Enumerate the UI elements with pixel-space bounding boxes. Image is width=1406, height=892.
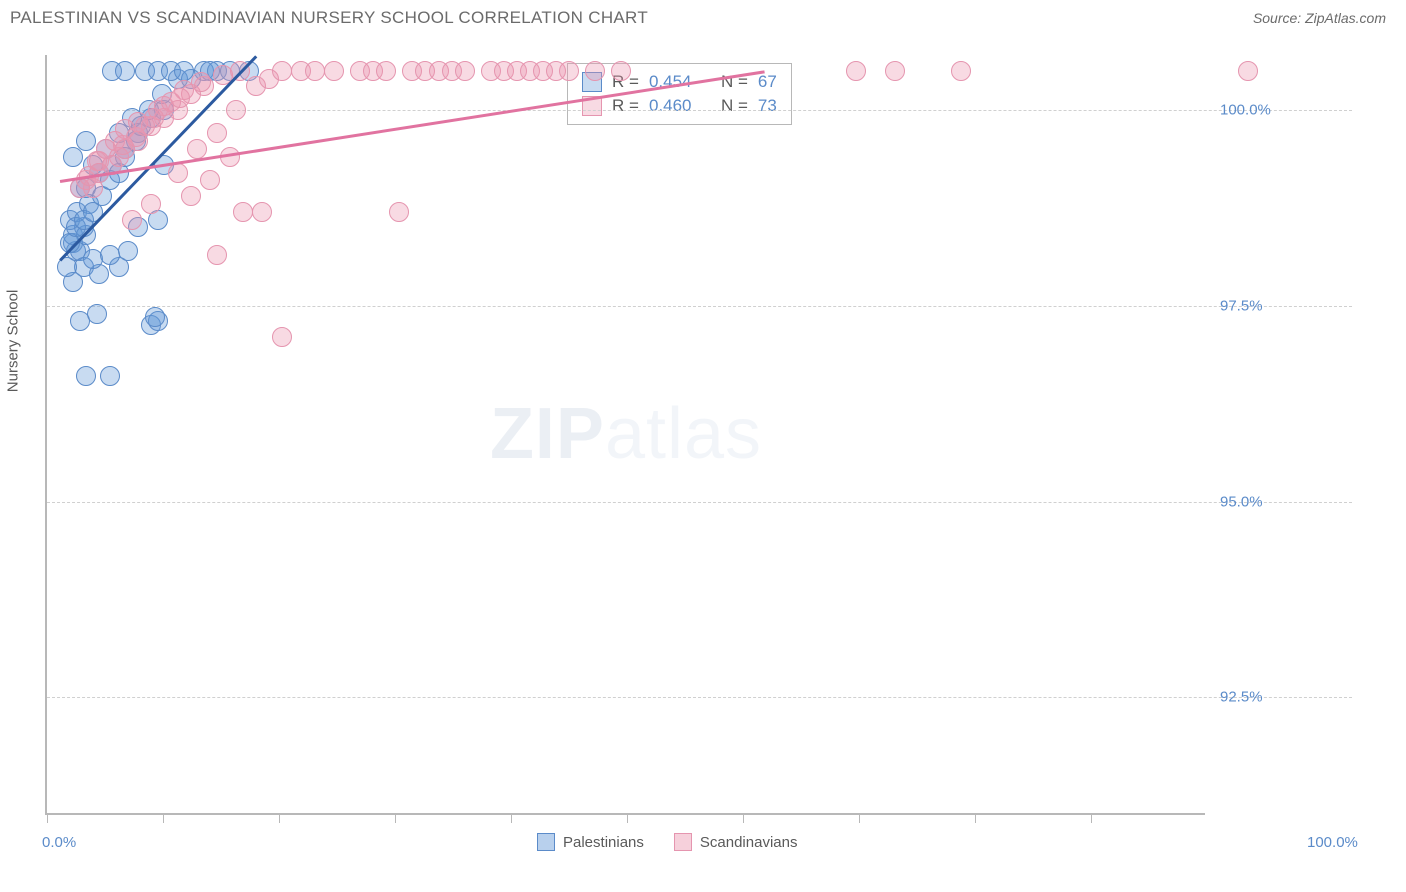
chart-header: PALESTINIAN VS SCANDINAVIAN NURSERY SCHO… (0, 0, 1406, 32)
x-tick (47, 813, 48, 823)
data-point (76, 366, 96, 386)
data-point (145, 307, 165, 327)
data-point (233, 202, 253, 222)
data-point (272, 327, 292, 347)
data-point (324, 61, 344, 81)
data-point (611, 61, 631, 81)
y-axis-title: Nursery School (5, 290, 22, 393)
chart-container: Nursery School ZIPatlas 0.0% 100.0% R = … (45, 55, 1365, 835)
data-point (1238, 61, 1258, 81)
stat-n-value: 67 (758, 72, 777, 92)
legend-swatch (674, 833, 692, 851)
source-attribution: Source: ZipAtlas.com (1253, 10, 1386, 26)
data-point (63, 147, 83, 167)
data-point (455, 61, 475, 81)
x-tick (163, 813, 164, 823)
grid-line (47, 502, 1352, 503)
data-point (207, 245, 227, 265)
x-axis-min-label: 0.0% (42, 834, 76, 851)
data-point (181, 186, 201, 206)
plot-area: ZIPatlas 0.0% 100.0% R = 0.454 N = 67R =… (45, 55, 1205, 815)
data-point (187, 139, 207, 159)
data-point (272, 61, 292, 81)
y-tick-label: 95.0% (1220, 493, 1263, 510)
x-tick (743, 813, 744, 823)
data-point (168, 163, 188, 183)
y-tick-label: 92.5% (1220, 689, 1263, 706)
y-tick-label: 97.5% (1220, 297, 1263, 314)
data-point (226, 100, 246, 120)
x-tick (395, 813, 396, 823)
x-tick (1091, 813, 1092, 823)
data-point (200, 170, 220, 190)
data-point (252, 202, 272, 222)
data-point (115, 61, 135, 81)
stat-r-value: 0.460 (649, 96, 692, 116)
x-tick (975, 813, 976, 823)
data-point (76, 131, 96, 151)
data-point (207, 123, 227, 143)
legend-swatch (537, 833, 555, 851)
data-point (846, 61, 866, 81)
chart-title: PALESTINIAN VS SCANDINAVIAN NURSERY SCHO… (10, 8, 648, 28)
stat-r-label: R = (612, 96, 639, 116)
data-point (885, 61, 905, 81)
data-point (170, 88, 190, 108)
data-point (122, 210, 142, 230)
data-point (376, 61, 396, 81)
data-point (305, 61, 325, 81)
data-point (100, 245, 120, 265)
data-point (389, 202, 409, 222)
x-tick (511, 813, 512, 823)
x-tick (279, 813, 280, 823)
legend-label: Scandinavians (700, 834, 798, 851)
stat-n-label: N = (721, 96, 748, 116)
data-point (585, 61, 605, 81)
watermark: ZIPatlas (490, 393, 762, 475)
x-tick (627, 813, 628, 823)
bottom-legend: Palestinians Scandinavians (537, 833, 797, 851)
grid-line (47, 697, 1352, 698)
data-point (87, 304, 107, 324)
data-point (89, 151, 109, 171)
data-point (141, 194, 161, 214)
x-axis-max-label: 100.0% (1307, 834, 1358, 851)
data-point (559, 61, 579, 81)
stats-row: R = 0.460 N = 73 (582, 94, 777, 118)
legend-label: Palestinians (563, 834, 644, 851)
y-tick-label: 100.0% (1220, 101, 1271, 118)
legend-item: Palestinians (537, 833, 644, 851)
data-point (100, 366, 120, 386)
data-point (118, 241, 138, 261)
x-tick (859, 813, 860, 823)
data-point (951, 61, 971, 81)
data-point (191, 72, 211, 92)
grid-line (47, 306, 1352, 307)
stat-n-value: 73 (758, 96, 777, 116)
legend-item: Scandinavians (674, 833, 798, 851)
